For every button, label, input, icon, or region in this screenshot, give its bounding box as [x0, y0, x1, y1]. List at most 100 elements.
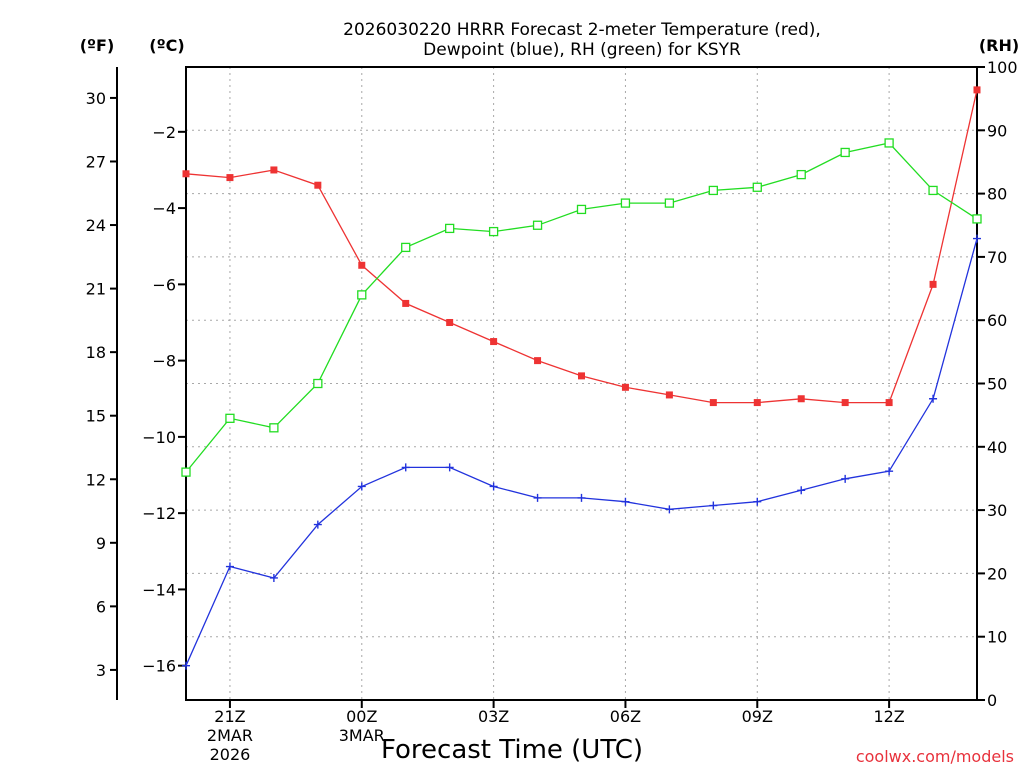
dewpoint-point	[709, 501, 718, 510]
rh-tick-label: 10	[987, 628, 1007, 647]
x-tick-label: 03Z	[478, 707, 509, 726]
x-tick-label: 00Z	[346, 707, 377, 726]
rh-point	[884, 138, 894, 148]
temperature-point	[402, 299, 410, 307]
fahrenheit-tick-label: 9	[96, 534, 106, 553]
x-tick-date-label: 2MAR	[207, 726, 253, 745]
temperature-point	[226, 174, 234, 182]
dewpoint-point	[533, 493, 542, 502]
celsius-tick-label: −10	[142, 428, 176, 447]
x-tick-label: 21Z	[214, 707, 245, 726]
rh-tick-label: 90	[987, 121, 1007, 140]
fahrenheit-tick-label: 30	[86, 89, 106, 108]
rh-point	[445, 223, 455, 234]
dewpoint-point	[621, 497, 630, 506]
celsius-tick-label: −8	[152, 352, 176, 371]
dewpoint-line	[185, 238, 978, 666]
chart-title-line2: Dewpoint (blue), RH (green) for KSYR	[423, 40, 741, 60]
temperature-point	[753, 399, 761, 407]
fahrenheit-tick-label: 15	[86, 407, 106, 426]
rh-point	[181, 467, 191, 477]
fahrenheit-tick-label: 3	[96, 661, 106, 680]
temperature-point	[621, 383, 629, 391]
temperature-point	[446, 318, 454, 326]
rh-point	[664, 198, 675, 208]
fahrenheit-tick-label: 24	[86, 216, 106, 235]
rh-tick-label: 100	[987, 58, 1018, 77]
dewpoint-point	[665, 505, 674, 514]
dewpoint-point	[489, 482, 498, 491]
dewpoint-point	[313, 520, 322, 529]
dewpoint-point	[753, 497, 762, 506]
dewpoint-point	[445, 463, 454, 472]
temperature-point	[929, 280, 937, 288]
dewpoint-point	[929, 394, 938, 403]
celsius-unit-label: (ºC)	[149, 36, 184, 55]
rh-unit-label: (RH)	[979, 36, 1019, 55]
fahrenheit-tick-label: 21	[86, 280, 106, 299]
fahrenheit-tick-label: 27	[86, 152, 106, 171]
celsius-tick-label: −4	[152, 199, 176, 218]
dewpoint-point	[401, 463, 410, 472]
x-tick-label: 06Z	[610, 707, 641, 726]
temperature-point	[358, 261, 366, 269]
temperature-point	[797, 395, 805, 403]
dewpoint-point	[269, 573, 278, 582]
dewpoint-point	[973, 234, 981, 243]
fahrenheit-tick-label: 18	[86, 343, 106, 362]
temperature-series	[182, 86, 981, 407]
rh-point	[532, 220, 543, 230]
rh-point	[576, 204, 587, 215]
x-axis-label: Forecast Time (UTC)	[381, 735, 643, 765]
x-tick-date-label: 3MAR	[339, 726, 385, 745]
source-credit: coolwx.com/models	[856, 747, 1014, 766]
rh-point	[840, 147, 850, 158]
temperature-point	[314, 181, 322, 189]
rh-point	[269, 423, 279, 433]
rh-point	[972, 214, 982, 224]
x-tick-label: 12Z	[873, 707, 904, 726]
rh-point	[928, 185, 938, 196]
dewpoint-point	[841, 474, 850, 483]
temperature-point	[182, 170, 190, 178]
celsius-tick-label: −6	[152, 275, 176, 294]
temperature-point	[490, 338, 498, 346]
rh-tick-label: 20	[987, 564, 1007, 583]
rh-point	[708, 185, 718, 196]
dewpoint-point	[225, 562, 234, 571]
rh-tick-label: 50	[987, 375, 1007, 394]
dewpoint-point	[357, 482, 366, 491]
chart-title-line1: 2026030220 HRRR Forecast 2-meter Tempera…	[343, 20, 821, 40]
temperature-point	[973, 86, 981, 94]
fahrenheit-tick-label: 12	[86, 470, 106, 489]
dewpoint-point	[797, 486, 806, 495]
axis-ticks: −2−4−6−8−10−12−14−1630272421181512963100…	[86, 58, 1018, 764]
rh-point	[796, 169, 806, 180]
temperature-point	[578, 372, 585, 380]
fahrenheit-tick-label: 6	[96, 597, 106, 616]
dewpoint-series	[182, 234, 981, 670]
rh-tick-label: 30	[987, 501, 1007, 520]
rh-series	[181, 138, 982, 477]
rh-point	[488, 226, 499, 237]
temperature-point	[841, 399, 849, 407]
dewpoint-point	[182, 661, 190, 670]
rh-point	[225, 413, 235, 423]
rh-tick-label: 40	[987, 438, 1007, 457]
x-tick-year-label: 2026	[210, 745, 251, 764]
rh-point	[620, 198, 631, 208]
rh-tick-label: 80	[987, 185, 1007, 204]
grid-lines	[186, 67, 977, 700]
data-series	[181, 86, 982, 670]
rh-tick-label: 70	[987, 248, 1007, 267]
rh-tick-label: 60	[987, 311, 1007, 330]
celsius-tick-label: −14	[142, 580, 176, 599]
dewpoint-point	[885, 467, 894, 476]
temperature-point	[665, 391, 673, 399]
rh-line	[185, 142, 978, 473]
fahrenheit-unit-label: (ºF)	[80, 36, 115, 55]
rh-point	[313, 378, 323, 389]
temperature-line	[185, 89, 978, 404]
celsius-tick-label: −2	[152, 123, 176, 142]
